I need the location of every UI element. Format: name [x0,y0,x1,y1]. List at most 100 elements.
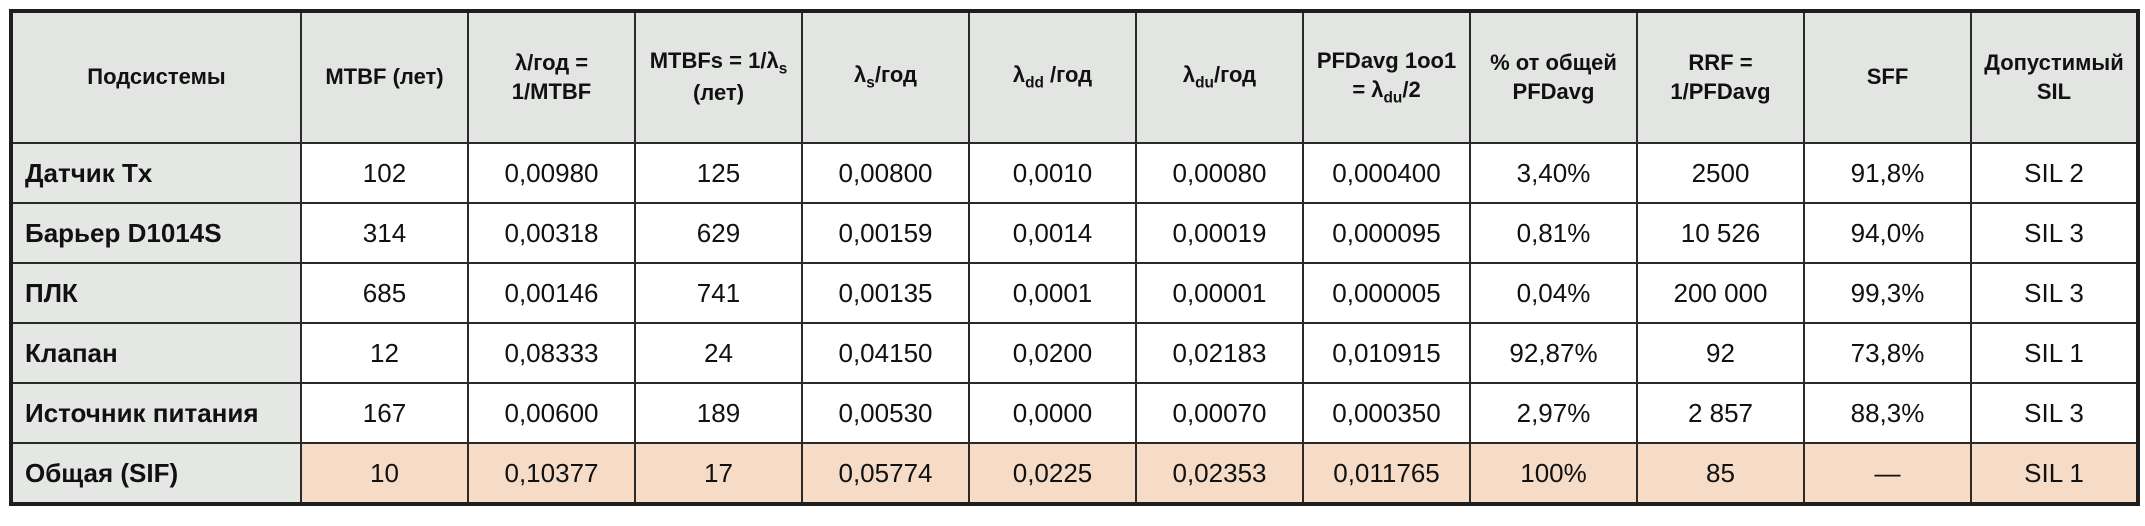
cell: SIL 1 [1970,442,2139,505]
header-cell: MTBFs = 1/λs (лет) [634,10,803,144]
cell: 0,0225 [968,442,1137,505]
cell: 92 [1636,322,1805,384]
cell: 0,0010 [968,142,1137,204]
header-text: MTBFs = 1/λ [649,48,779,73]
header-text: Допустимый SIL [1984,49,2124,104]
row-label: Барьер D1014S [10,202,302,264]
header-cell: λ/год = 1/MTBF [467,10,636,144]
cell: 0,00318 [467,202,636,264]
header-text: /год [1043,62,1093,88]
cell: 10 [300,442,469,505]
cell: 73,8% [1803,322,1972,384]
cell: SIL 1 [1970,322,2139,384]
cell: 0,00080 [1135,142,1304,204]
header-subscript: du [1195,74,1214,92]
row-label: Датчик Tx [10,142,302,204]
cell: 0,00530 [801,382,970,444]
cell: 0,00019 [1135,202,1304,264]
header-subscript: dd [1025,74,1044,92]
header-cell: λdu/год [1135,10,1304,144]
cell: SIL 3 [1970,202,2139,264]
cell: 10 526 [1636,202,1805,264]
header-text: /2 [1402,76,1421,102]
header-cell: λs/год [801,10,970,144]
cell: 3,40% [1469,142,1638,204]
cell: 0,000095 [1302,202,1471,264]
cell: 167 [300,382,469,444]
table-row: Барьер D1014S 314 0,00318 629 0,00159 0,0014 0… [10,202,2139,264]
cell: 0,04150 [801,322,970,384]
header-text: λ [1182,62,1196,88]
row-label: Общая (SIF) [10,442,302,505]
cell: 0,011765 [1302,442,1471,505]
cell: 2500 [1636,142,1805,204]
cell: 200 000 [1636,262,1805,324]
cell: 125 [634,142,803,204]
header-text: MTBF (лет) [325,64,444,90]
header-text: (лет) [692,80,745,106]
header-cell: PFDavg 1oo1 = λdu/2 [1302,10,1471,144]
cell: 0,00980 [467,142,636,204]
cell: 0,08333 [467,322,636,384]
header-cell: RRF = 1/PFDavg [1636,10,1805,144]
cell: 0,0014 [968,202,1137,264]
cell: 0,00070 [1135,382,1304,444]
table-body: Датчик Tx 102 0,00980 125 0,00800 0,0010 0,000… [10,142,2139,505]
header-cell: Допустимый SIL [1970,10,2139,144]
cell: 85 [1636,442,1805,505]
cell: 0,0000 [968,382,1137,444]
table-row: Источник питания 167 0,00600 189 0,00530 0,00… [10,382,2139,444]
cell: 0,04% [1469,262,1638,324]
data-table: Подсистемы MTBF (лет) λ/год = 1/MTBF MTBFs … [9,9,2140,506]
cell: 99,3% [1803,262,1972,324]
cell: 0,00159 [801,202,970,264]
cell: SIL 3 [1970,382,2139,444]
header-cell: λdd /год [968,10,1137,144]
header-cell: Подсистемы [10,10,302,144]
cell: 0,00135 [801,262,970,324]
header-cell: SFF [1803,10,1972,144]
header-text: Подсистемы [87,64,226,90]
cell: 741 [634,262,803,324]
cell: 0,000005 [1302,262,1471,324]
table-wrap: Подсистемы MTBF (лет) λ/год = 1/MTBF MTBFs … [9,9,2140,506]
header-subscript: s [778,60,788,78]
cell: 102 [300,142,469,204]
header-text: RRF = 1/PFDavg [1670,49,1771,104]
cell: 629 [634,202,803,264]
cell: 2 857 [1636,382,1805,444]
cell: 0,000350 [1302,382,1471,444]
cell: 0,0001 [968,262,1137,324]
cell: SIL 3 [1970,262,2139,324]
header-text: λ/год = 1/MTBF [511,49,592,104]
cell: 189 [634,382,803,444]
cell: 94,0% [1803,202,1972,264]
row-label: ПЛК [10,262,302,324]
cell: 12 [300,322,469,384]
header-text: % от общей PFDavg [1490,49,1617,104]
header-text: SFF [1866,64,1909,90]
header-subscript: du [1383,88,1403,106]
cell: 0,00600 [467,382,636,444]
cell: 24 [634,322,803,384]
cell: 0,10377 [467,442,636,505]
cell: 0,010915 [1302,322,1471,384]
header-text: λ [1012,62,1026,88]
header-text: PFDavg 1oo1 = λ [1316,48,1457,102]
total-row: Общая (SIF) 10 0,10377 17 0,05774 0,0225 0,023… [10,442,2139,505]
cell: 314 [300,202,469,264]
header-text: /год [1213,62,1257,88]
cell: 17 [634,442,803,505]
cell: 92,87% [1469,322,1638,384]
cell: 100% [1469,442,1638,505]
header-cell: MTBF (лет) [300,10,469,144]
cell: 0,02183 [1135,322,1304,384]
header-cell: % от общей PFDavg [1469,10,1638,144]
header-subscript: s [866,74,875,92]
cell: 0,81% [1469,202,1638,264]
header-text: λ [854,62,867,88]
table-row: Клапан 12 0,08333 24 0,04150 0,0200 0,02183 0,0… [10,322,2139,384]
cell: SIL 2 [1970,142,2139,204]
row-label: Клапан [10,322,302,384]
